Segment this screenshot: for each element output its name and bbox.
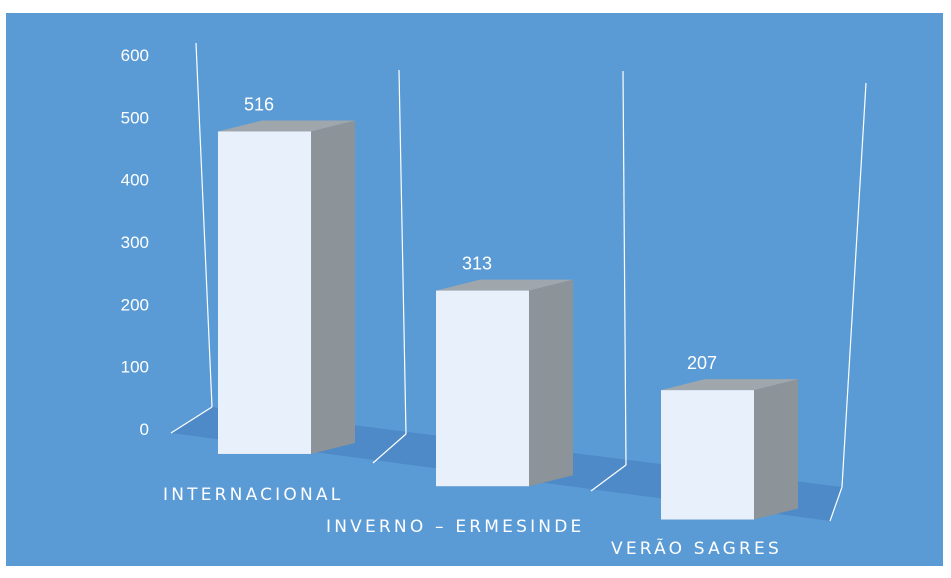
y-tick-label: 200 <box>121 295 149 314</box>
bar-side <box>311 120 355 454</box>
y-tick-label: 0 <box>140 420 149 439</box>
chart-area: 0 100 200 300 400 500 600 516 313 207 INTERNACIO… <box>6 13 943 566</box>
wall-divider-0 <box>196 43 212 407</box>
x-category-label: VERÃO SAGRES <box>611 537 782 559</box>
y-tick-label: 300 <box>121 233 149 252</box>
bar-side <box>529 280 573 487</box>
data-label: 207 <box>687 353 717 373</box>
bar <box>218 131 311 454</box>
y-tick-label: 100 <box>121 358 149 377</box>
data-label: 313 <box>462 254 492 274</box>
bar <box>436 291 529 487</box>
x-category-label: INTERNACIONAL <box>163 485 343 505</box>
y-tick-label: 400 <box>121 171 149 190</box>
wall-divider-1 <box>399 70 406 434</box>
bar-chart: 0 100 200 300 400 500 600 516 313 207 INTERNACIO… <box>6 13 943 566</box>
wall-divider-3 <box>842 83 866 487</box>
bar <box>661 390 754 519</box>
bar-side <box>754 379 798 519</box>
x-category-label: INVERNO – ERMESINDE <box>326 517 584 537</box>
data-label: 516 <box>244 94 274 114</box>
wall-divider-2 <box>623 71 626 465</box>
y-tick-label: 600 <box>121 46 149 65</box>
y-tick-label: 500 <box>121 108 149 127</box>
